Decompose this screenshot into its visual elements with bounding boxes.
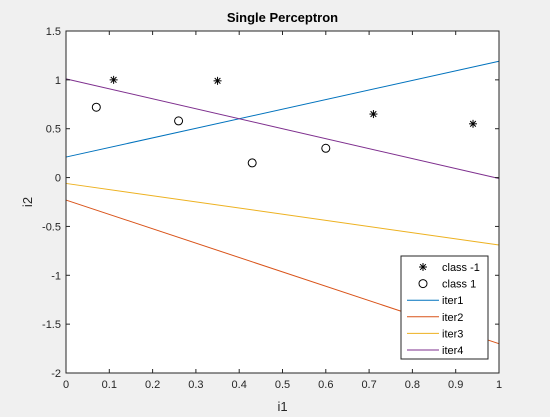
marker-circle — [321, 143, 331, 153]
x-tick-label: 0.5 — [275, 379, 290, 391]
markers-layer — [91, 75, 478, 168]
chart-title: Single Perceptron — [227, 10, 338, 25]
marker-asterisk — [213, 76, 222, 85]
legend-label: iter3 — [442, 328, 463, 340]
y-tick-label: 1.5 — [46, 26, 61, 38]
x-tick-label: 0.9 — [448, 379, 463, 391]
y-tick-label: -1.5 — [42, 319, 61, 331]
marker-asterisk — [469, 119, 478, 128]
series-line-iter4 — [65, 78, 500, 180]
marker-circle — [91, 102, 101, 112]
legend: class -1 class 1 iter1 iter2 iter3 iter4 — [400, 255, 489, 360]
x-tick-label: 1 — [496, 379, 502, 391]
x-tick-label: 0.1 — [102, 379, 117, 391]
legend-marker-asterisk — [419, 263, 427, 271]
x-tick-label: 0.7 — [361, 379, 376, 391]
y-axis-label: i2 — [20, 197, 35, 207]
legend-label: class -1 — [442, 262, 480, 274]
marker-circle — [247, 158, 257, 168]
x-tick-label: 0.3 — [188, 379, 203, 391]
ticks-layer: 0 0.1 0.2 0.3 0.4 0.5 0.6 0.7 0.8 0.9 1 -2 -1.5 -1 -0.… — [42, 26, 502, 391]
legend-label: class 1 — [442, 279, 476, 291]
x-tick-label: 0.8 — [405, 379, 420, 391]
legend-label: iter2 — [442, 312, 463, 324]
lines-layer — [65, 60, 500, 345]
y-tick-label: -0.5 — [42, 221, 61, 233]
y-tick-label: 0 — [55, 173, 61, 185]
legend-label: iter4 — [442, 345, 463, 357]
y-tick-label: -1 — [51, 270, 61, 282]
x-tick-label: 0.6 — [318, 379, 333, 391]
series-line-iter3 — [65, 182, 500, 246]
series-line-iter1 — [65, 60, 500, 158]
legend-box — [400, 255, 489, 360]
x-tick-label: 0 — [63, 379, 69, 391]
y-tick-label: 1 — [55, 75, 61, 87]
y-tick-label: -2 — [51, 368, 61, 380]
x-axis-label: i1 — [277, 399, 287, 414]
x-tick-label: 0.4 — [232, 379, 247, 391]
marker-asterisk — [369, 110, 378, 119]
legend-marker-circle — [418, 279, 428, 289]
legend-label: iter1 — [442, 295, 463, 307]
marker-asterisk — [109, 75, 118, 84]
x-tick-label: 0.2 — [145, 379, 160, 391]
marker-circle — [174, 116, 184, 126]
y-tick-label: 0.5 — [46, 124, 61, 136]
